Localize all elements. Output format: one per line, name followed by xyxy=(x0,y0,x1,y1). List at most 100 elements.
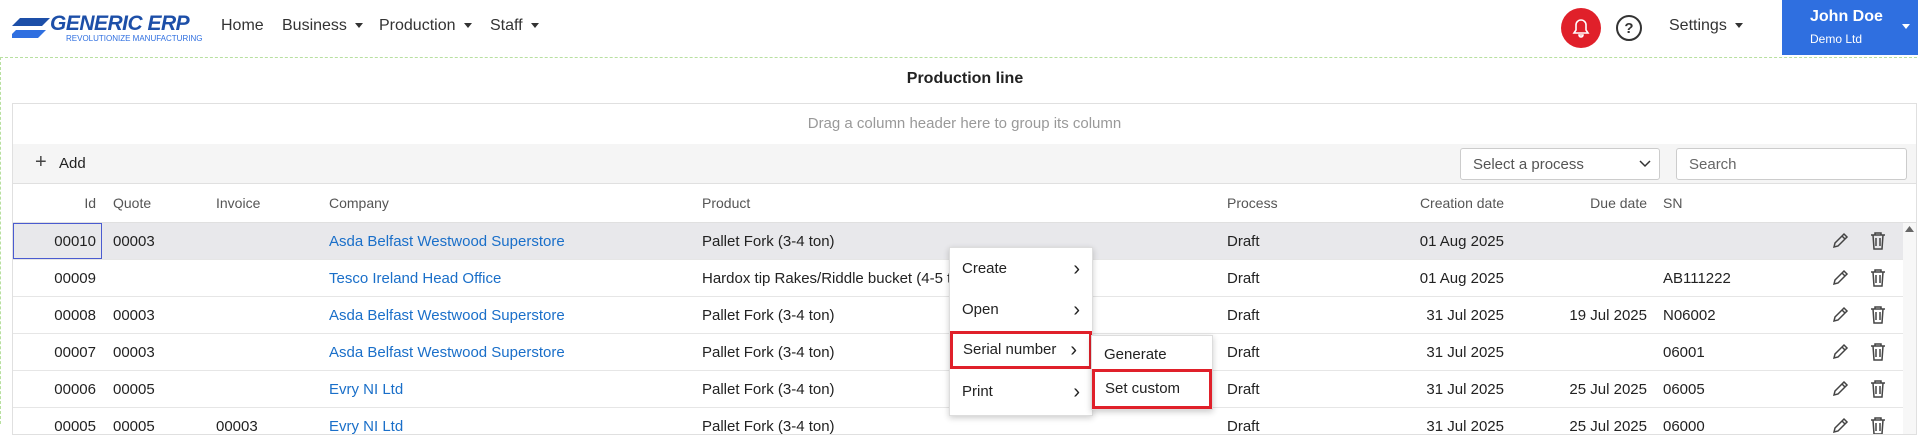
help-button[interactable]: ? xyxy=(1615,14,1643,42)
delete-button[interactable] xyxy=(1871,232,1885,250)
column-header[interactable]: Product xyxy=(702,195,751,211)
table-cell: N06002 xyxy=(1663,307,1716,324)
table-cell: Draft xyxy=(1227,233,1260,250)
nav-link[interactable]: Business xyxy=(282,17,363,35)
settings-menu[interactable]: Settings xyxy=(1669,17,1743,35)
table-cell: 31 Jul 2025 xyxy=(1426,344,1504,361)
user-company: Demo Ltd xyxy=(1810,32,1863,46)
table-cell: 00005 xyxy=(54,418,96,435)
menu-item[interactable]: Create xyxy=(950,250,1092,288)
delete-button[interactable] xyxy=(1871,380,1885,398)
table-cell: Pallet Fork (3-4 ton) xyxy=(702,307,835,324)
nav-link[interactable]: Staff xyxy=(490,17,539,35)
search-input[interactable]: Search xyxy=(1676,148,1907,180)
edit-button[interactable] xyxy=(1832,269,1849,286)
user-menu[interactable]: John Doe Demo Ltd xyxy=(1782,0,1918,55)
table-cell: Draft xyxy=(1227,344,1260,361)
company-link[interactable]: Asda Belfast Westwood Superstore xyxy=(329,307,565,324)
table-cell: AB111222 xyxy=(1663,270,1731,287)
table-cell: 00006 xyxy=(54,381,96,398)
table-cell: 00007 xyxy=(54,344,96,361)
row-actions xyxy=(1832,232,1885,250)
table-cell: 31 Jul 2025 xyxy=(1426,418,1504,435)
table-cell: Pallet Fork (3-4 ton) xyxy=(702,233,835,250)
delete-button[interactable] xyxy=(1871,417,1885,434)
table-cell: 01 Aug 2025 xyxy=(1419,233,1504,250)
edit-button[interactable] xyxy=(1832,417,1849,434)
table-cell: Hardox tip Rakes/Riddle bucket (4-5 ton) xyxy=(702,270,973,287)
company-link[interactable]: Evry NI Ltd xyxy=(329,381,404,398)
notifications-button[interactable] xyxy=(1560,7,1602,49)
table-cell: 00005 xyxy=(113,381,155,398)
table-cell: 31 Jul 2025 xyxy=(1426,307,1504,324)
company-link[interactable]: Evry NI Ltd xyxy=(329,418,404,435)
process-select[interactable]: Select a process xyxy=(1460,148,1660,180)
app: GENERIC ERP REVOLUTIONIZE MANUFACTURING … xyxy=(0,0,1918,423)
column-header[interactable]: Company xyxy=(329,195,389,211)
search-placeholder: Search xyxy=(1689,156,1737,173)
table-cell: 00009 xyxy=(54,270,96,287)
svg-text:?: ? xyxy=(1624,20,1633,37)
column-header[interactable]: Process xyxy=(1227,195,1278,211)
column-header[interactable]: SN xyxy=(1663,195,1683,211)
table-cell: 06005 xyxy=(1663,381,1705,398)
column-header[interactable]: Due date xyxy=(1590,195,1647,211)
table-cell: 19 Jul 2025 xyxy=(1569,307,1647,324)
page-title: Production line xyxy=(906,70,1024,87)
edit-button[interactable] xyxy=(1832,343,1849,360)
logo-mark xyxy=(12,18,50,38)
select-caret xyxy=(1639,160,1651,168)
table-cell: 06001 xyxy=(1663,344,1705,361)
table-cell: 25 Jul 2025 xyxy=(1569,381,1647,398)
edit-button[interactable] xyxy=(1832,232,1849,249)
context-menu: Create Open Serial number Print xyxy=(949,247,1093,416)
table-cell: Draft xyxy=(1227,381,1260,398)
table-cell: 00005 xyxy=(113,418,155,435)
row-actions xyxy=(1832,380,1885,398)
edit-button[interactable] xyxy=(1832,380,1849,397)
table-cell: Draft xyxy=(1227,270,1260,287)
submenu: Generate Set custom xyxy=(1091,335,1213,410)
delete-button[interactable] xyxy=(1871,269,1885,287)
nav-link[interactable]: Home xyxy=(221,17,264,34)
menu-item[interactable]: Set custom xyxy=(1092,369,1212,409)
company-link[interactable]: Asda Belfast Westwood Superstore xyxy=(329,344,565,361)
scrollbar[interactable] xyxy=(1903,223,1916,434)
delete-button[interactable] xyxy=(1871,306,1885,324)
row-actions xyxy=(1832,343,1885,361)
menu-item[interactable]: Open xyxy=(950,291,1092,329)
company-link[interactable]: Asda Belfast Westwood Superstore xyxy=(329,233,565,250)
logo-title: GENERIC ERP xyxy=(50,12,190,35)
add-button[interactable]: Add xyxy=(59,155,86,172)
table-cell: 00010 xyxy=(54,233,96,250)
company-link[interactable]: Tesco Ireland Head Office xyxy=(329,270,502,287)
toolbar: + Add Select a process Search xyxy=(13,144,1916,184)
content-area xyxy=(0,57,1917,424)
scroll-up xyxy=(1905,226,1914,232)
column-header[interactable]: Invoice xyxy=(216,195,261,211)
row-actions xyxy=(1832,417,1885,434)
column-header[interactable]: Quote xyxy=(113,195,152,211)
table-cell: 00008 xyxy=(54,307,96,324)
column-header[interactable]: Id xyxy=(84,195,96,211)
column-header[interactable]: Creation date xyxy=(1419,195,1504,211)
table-cell: Pallet Fork (3-4 ton) xyxy=(702,418,835,435)
table-cell: Pallet Fork (3-4 ton) xyxy=(702,344,835,361)
nav-link[interactable]: Production xyxy=(379,17,472,35)
header-row: Id Quote Invoice Company Product Process Creat… xyxy=(13,183,1916,223)
table-cell: Draft xyxy=(1227,418,1260,435)
user-name: John Doe xyxy=(1810,8,1883,25)
menu-item[interactable]: Serial number xyxy=(950,331,1092,369)
table-cell: 00003 xyxy=(113,344,155,361)
table-cell: 00003 xyxy=(216,418,258,435)
delete-button[interactable] xyxy=(1871,343,1885,361)
edit-button[interactable] xyxy=(1832,306,1849,323)
table-cell: Pallet Fork (3-4 ton) xyxy=(702,381,835,398)
table-cell: 06000 xyxy=(1663,418,1705,435)
row-actions xyxy=(1832,269,1885,287)
row-actions xyxy=(1832,306,1885,324)
logo-tagline: REVOLUTIONIZE MANUFACTURING xyxy=(66,34,203,43)
menu-item[interactable]: Generate xyxy=(1104,346,1167,363)
table-cell: 00003 xyxy=(113,233,155,250)
menu-item[interactable]: Print xyxy=(950,373,1092,411)
